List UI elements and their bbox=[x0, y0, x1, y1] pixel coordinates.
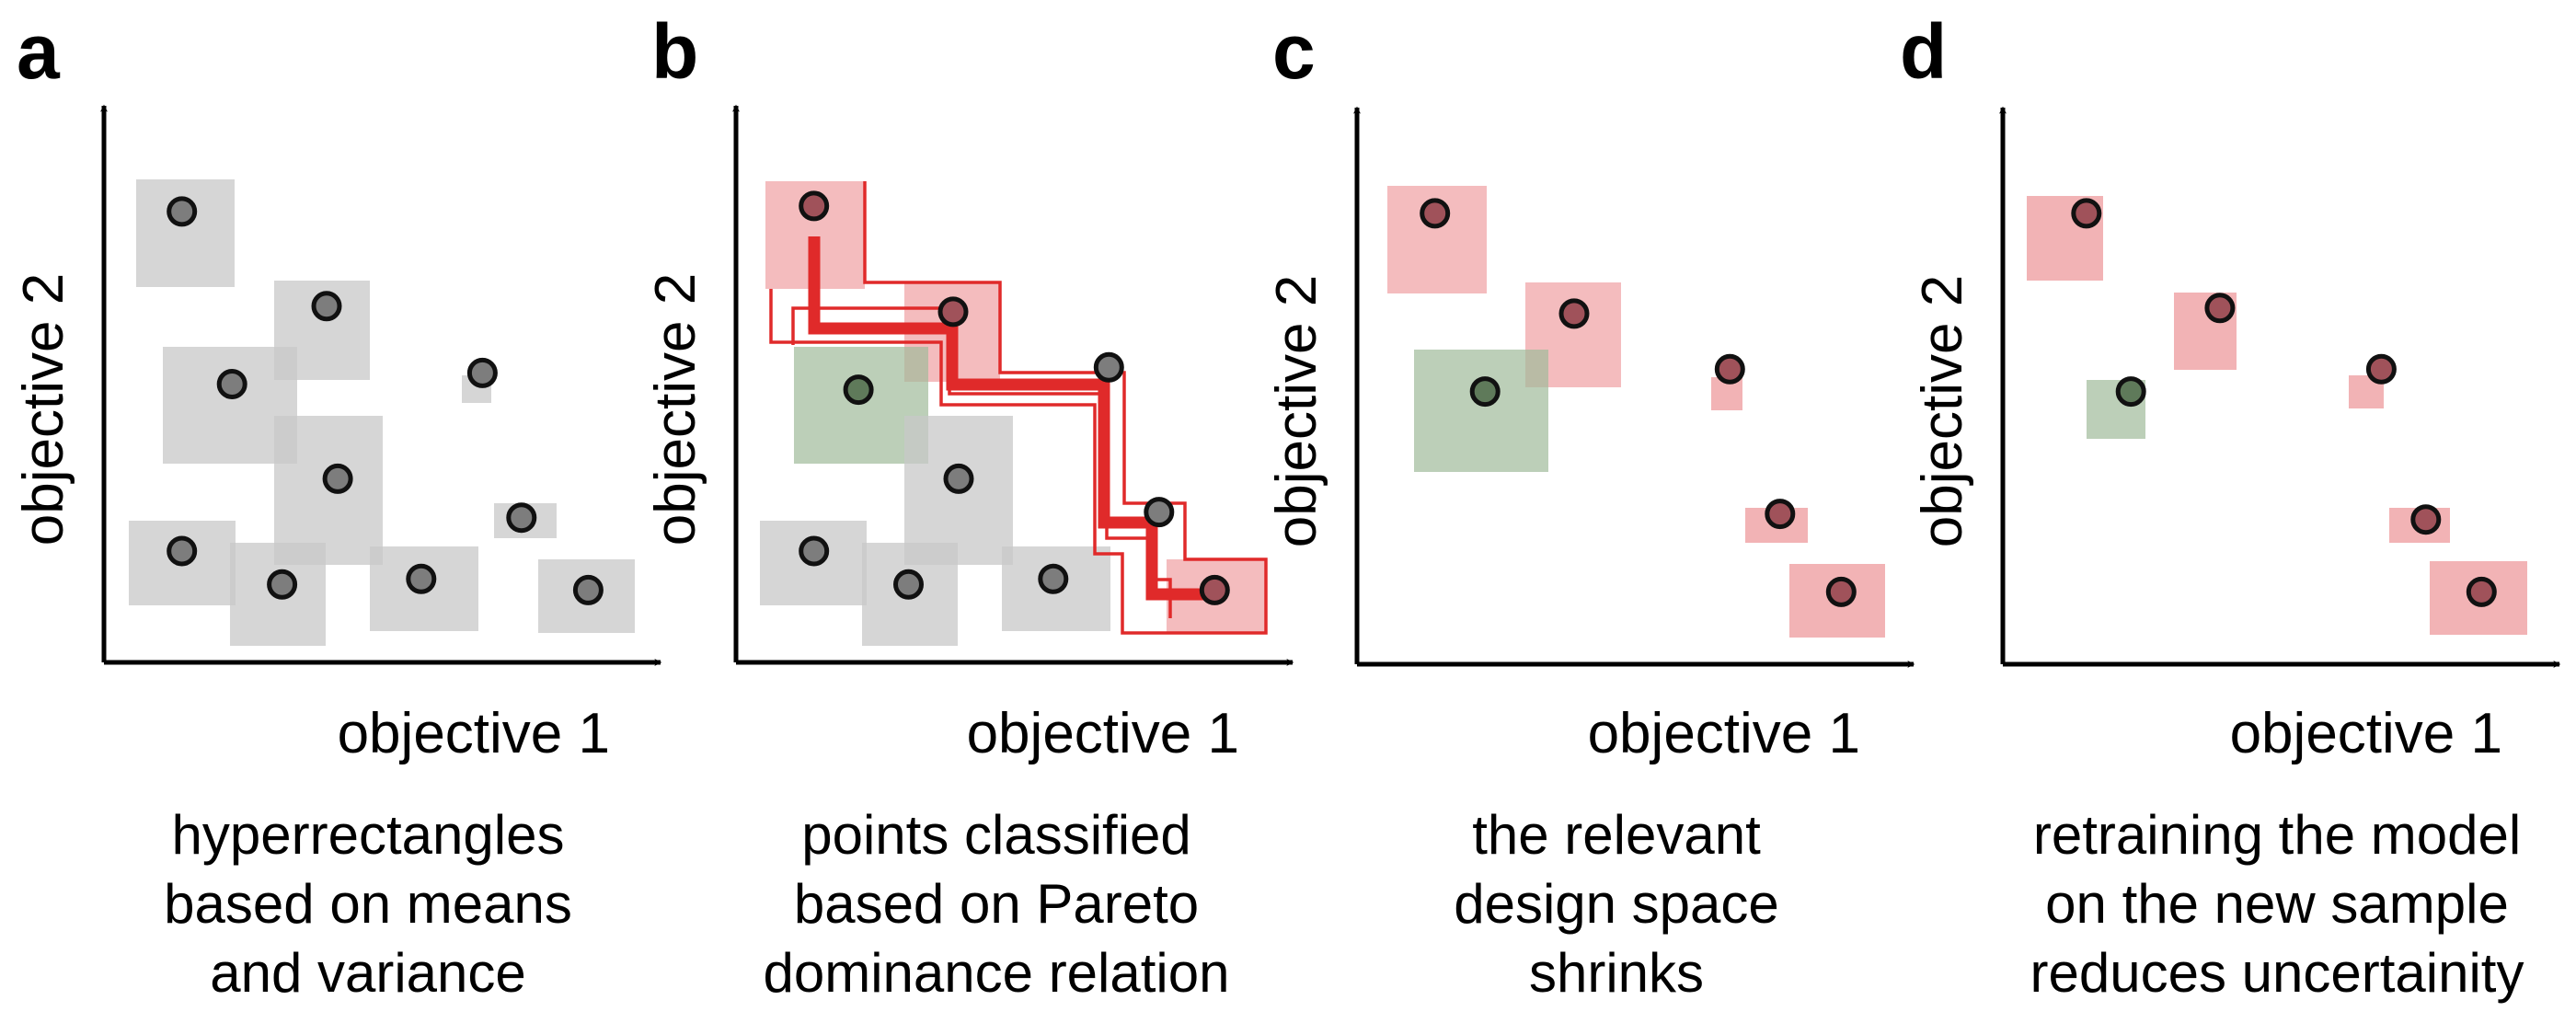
caption-line: hyperrectangles bbox=[172, 804, 565, 866]
panel-a-boxes bbox=[129, 179, 635, 646]
caption-line: dominance relation bbox=[764, 942, 1230, 1004]
panel-c-boxes bbox=[1387, 186, 1885, 638]
panel-d: d objective 1 objective 2 retraining the… bbox=[1900, 8, 2561, 1004]
x-axis-label: objective 1 bbox=[2230, 702, 2502, 765]
data-point-gray bbox=[572, 574, 604, 605]
uncertainty-box bbox=[136, 179, 235, 287]
data-point-gray bbox=[943, 463, 974, 494]
panel-letter-c: c bbox=[1272, 8, 1316, 95]
data-point-red bbox=[1765, 499, 1796, 530]
data-point-red bbox=[2204, 293, 2236, 324]
caption-line: points classified bbox=[801, 804, 1191, 866]
caption-line: reduces uncertainity bbox=[2030, 942, 2524, 1004]
caption-line: and variance bbox=[210, 942, 526, 1004]
data-point-plain bbox=[1144, 497, 1175, 528]
y-axis-label: objective 2 bbox=[1911, 275, 1974, 547]
pareto-envelope-outline bbox=[769, 181, 1268, 635]
data-point-green bbox=[1469, 376, 1501, 408]
data-point-gray bbox=[167, 196, 198, 227]
uncertainty-box-dominated bbox=[1414, 350, 1548, 472]
panel-c: c objective 1 objective 2 the relevant d… bbox=[1265, 8, 1915, 1004]
y-axis-label: objective 2 bbox=[1265, 275, 1328, 547]
data-point-green bbox=[843, 374, 874, 406]
data-point-red bbox=[2365, 353, 2397, 385]
panel-letter-d: d bbox=[1900, 8, 1947, 95]
data-point-red bbox=[1714, 353, 1745, 385]
caption-a: hyperrectangles based on means and varia… bbox=[164, 804, 572, 1004]
panel-d-points bbox=[2071, 198, 2497, 607]
caption-line: on the new sample bbox=[2045, 873, 2509, 935]
panel-b: b objective 1 objective 2 points classif… bbox=[644, 8, 1294, 1004]
caption-c: the relevant design space shrinks bbox=[1454, 804, 1779, 1004]
data-point-gray bbox=[167, 535, 198, 567]
data-point-red bbox=[937, 296, 969, 328]
x-axis-label: objective 1 bbox=[1588, 702, 1860, 765]
x-axis-label: objective 1 bbox=[338, 702, 610, 765]
data-point-gray bbox=[506, 502, 537, 534]
data-point-gray bbox=[216, 369, 247, 399]
data-point-plain bbox=[1093, 351, 1124, 383]
data-point-red bbox=[2410, 504, 2442, 535]
panel-d-boxes bbox=[2027, 196, 2527, 635]
x-axis-label: objective 1 bbox=[967, 702, 1239, 765]
data-point-gray bbox=[1038, 563, 1069, 594]
data-point-gray bbox=[893, 569, 924, 600]
data-point-gray bbox=[406, 563, 437, 594]
data-point-red bbox=[2071, 198, 2102, 229]
panel-letter-a: a bbox=[17, 8, 61, 95]
caption-line: based on means bbox=[164, 873, 572, 935]
data-point-gray bbox=[311, 291, 342, 322]
panel-letter-b: b bbox=[651, 8, 698, 95]
data-point-red bbox=[1420, 198, 1451, 229]
caption-line: based on Pareto bbox=[794, 873, 1199, 935]
caption-line: the relevant bbox=[1472, 804, 1761, 866]
y-axis-label: objective 2 bbox=[644, 273, 707, 546]
data-point-gray bbox=[799, 535, 830, 567]
panel-a: a objective 1 objective 2 hyperrectangle… bbox=[12, 8, 662, 1004]
data-point-red bbox=[1825, 576, 1857, 607]
caption-line: retraining the model bbox=[2033, 804, 2521, 866]
caption-line: design space bbox=[1454, 873, 1779, 935]
data-point-green bbox=[2115, 376, 2146, 408]
data-point-red bbox=[1199, 574, 1230, 605]
panel-b-points bbox=[799, 190, 1230, 605]
caption-d: retraining the model on the new sample r… bbox=[2030, 804, 2524, 1004]
pareto-front-line bbox=[808, 236, 1213, 601]
data-point-gray bbox=[466, 357, 498, 388]
panel-a-points bbox=[167, 196, 604, 605]
data-point-red bbox=[2466, 576, 2497, 607]
caption-line: shrinks bbox=[1529, 942, 1704, 1004]
panel-c-points bbox=[1420, 198, 1857, 607]
data-point-gray bbox=[322, 463, 353, 494]
data-point-gray bbox=[267, 569, 298, 600]
data-point-red bbox=[799, 190, 830, 222]
panel-b-boxes bbox=[760, 181, 1266, 646]
data-point-red bbox=[1558, 298, 1590, 329]
y-axis-label: objective 2 bbox=[12, 273, 75, 546]
caption-b: points classified based on Pareto domina… bbox=[764, 804, 1230, 1004]
